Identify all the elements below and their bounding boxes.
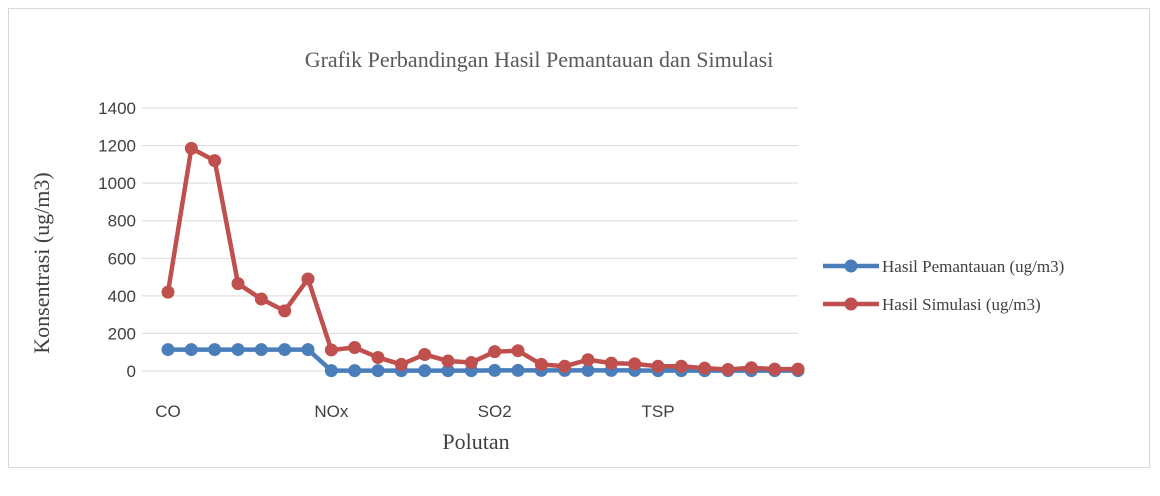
line-chart: Grafik Perbandingan Hasil Pemantauan dan…	[29, 47, 1064, 454]
data-point	[488, 363, 502, 377]
data-point	[534, 357, 548, 371]
legend-item: Hasil Simulasi (ug/m3)	[823, 295, 1041, 314]
legend-item: Hasil Pemantauan (ug/m3)	[823, 257, 1064, 276]
data-point	[581, 363, 595, 377]
data-point	[161, 343, 175, 357]
y-tick-label: 600	[108, 249, 136, 268]
data-point	[324, 364, 338, 378]
data-point	[231, 277, 245, 291]
y-tick-label: 0	[127, 362, 136, 381]
data-point	[721, 362, 735, 376]
data-point	[231, 343, 245, 357]
data-point	[348, 341, 362, 355]
data-point	[371, 350, 385, 364]
data-point	[184, 141, 198, 155]
y-tick-label: 1400	[98, 99, 136, 118]
x-tick-label: SO2	[478, 402, 512, 421]
y-axis-tick-labels: 0 200 400 600 800 1000 1200 1400	[98, 99, 136, 381]
data-point	[161, 285, 175, 299]
data-point	[278, 304, 292, 318]
y-tick-label: 200	[108, 324, 136, 343]
y-tick-label: 1200	[98, 137, 136, 156]
legend-marker	[844, 297, 858, 311]
data-point	[324, 343, 338, 357]
data-point	[441, 354, 455, 368]
data-point	[418, 347, 432, 361]
x-tick-label: NOx	[314, 402, 349, 421]
data-point	[441, 364, 455, 378]
legend-label: Hasil Simulasi (ug/m3)	[882, 295, 1041, 314]
data-point	[581, 353, 595, 367]
data-point	[254, 292, 268, 306]
y-tick-label: 800	[108, 212, 136, 231]
legend: Hasil Pemantauan (ug/m3) Hasil Simulasi (…	[823, 257, 1064, 314]
data-point	[604, 356, 618, 370]
data-point	[184, 343, 198, 357]
caption-strip	[0, 474, 1160, 496]
data-point	[208, 154, 222, 168]
data-point	[278, 343, 292, 357]
data-point	[558, 359, 572, 373]
data-point	[768, 362, 782, 376]
data-point	[301, 272, 315, 286]
data-point	[301, 343, 315, 357]
data-point	[791, 362, 805, 376]
gridlines	[142, 107, 798, 372]
x-tick-label: CO	[155, 402, 181, 421]
data-point	[464, 356, 478, 370]
data-point	[511, 344, 525, 358]
x-axis-tick-labels: CO NOx SO2 TSP	[155, 402, 674, 421]
chart-title: Grafik Perbandingan Hasil Pemantauan dan…	[305, 47, 774, 72]
data-point	[348, 364, 362, 378]
y-tick-label: 400	[108, 287, 136, 306]
series-2	[161, 141, 805, 376]
data-point	[674, 359, 688, 373]
data-point	[488, 345, 502, 359]
y-tick-label: 1000	[98, 174, 136, 193]
data-point	[208, 343, 222, 357]
data-point	[628, 357, 642, 371]
chart-frame: Grafik Perbandingan Hasil Pemantauan dan…	[8, 8, 1150, 468]
data-point	[698, 361, 712, 375]
data-point	[394, 357, 408, 371]
series-layer	[161, 141, 805, 378]
x-tick-label: TSP	[641, 402, 674, 421]
data-point	[651, 359, 665, 373]
data-point	[371, 364, 385, 378]
series-line	[165, 146, 801, 372]
data-point	[254, 343, 268, 357]
data-point	[511, 363, 525, 377]
data-point	[418, 364, 432, 378]
y-axis-title: Konsentrasi (ug/m3)	[29, 172, 54, 353]
legend-marker	[844, 259, 858, 273]
data-point	[744, 361, 758, 375]
x-axis-title: Polutan	[442, 429, 509, 454]
legend-label: Hasil Pemantauan (ug/m3)	[882, 257, 1064, 276]
series-line	[165, 347, 801, 373]
